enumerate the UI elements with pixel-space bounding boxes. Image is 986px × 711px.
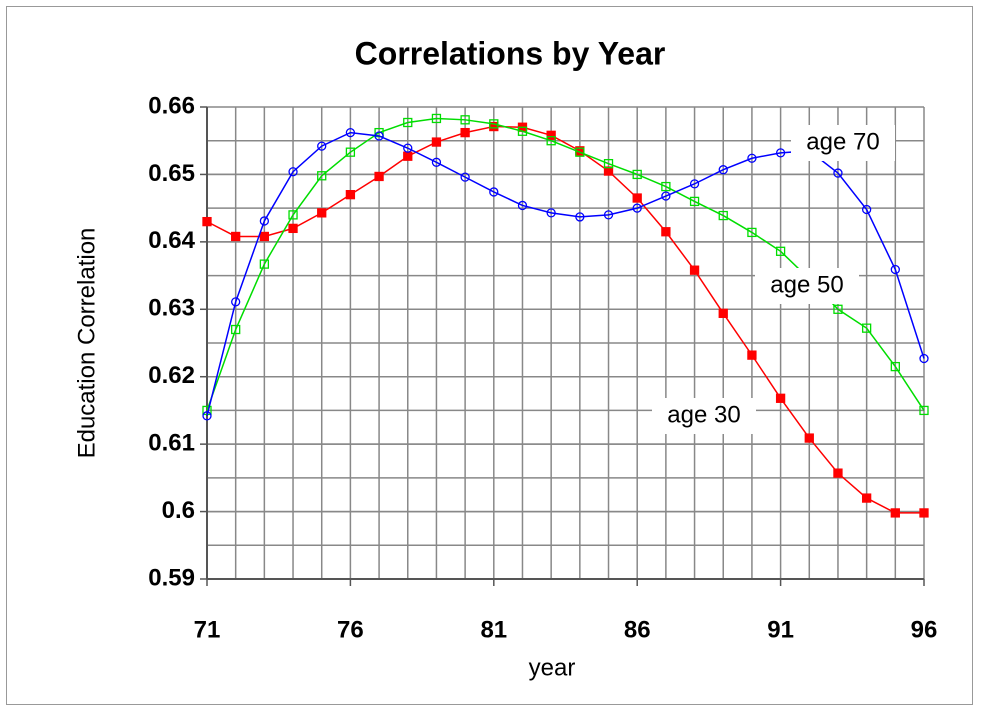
point <box>718 165 728 175</box>
label-background <box>755 268 859 304</box>
series-line <box>206 125 924 514</box>
x-tick-label: 71 <box>194 616 221 643</box>
point <box>345 127 356 138</box>
point <box>517 126 528 136</box>
point <box>747 227 757 238</box>
label-background <box>791 125 895 161</box>
point <box>689 265 700 275</box>
point <box>775 246 786 256</box>
point <box>833 468 843 478</box>
point <box>202 216 212 227</box>
point <box>689 196 700 207</box>
point <box>259 231 270 242</box>
point <box>288 167 298 177</box>
point <box>546 136 556 146</box>
y-axis-label: Education Correlation <box>73 228 100 459</box>
point <box>632 193 642 203</box>
point <box>403 151 413 161</box>
point <box>317 171 327 181</box>
point <box>231 231 241 242</box>
x-tick-label: 86 <box>624 616 651 643</box>
point <box>919 508 929 518</box>
point <box>747 350 757 360</box>
point <box>775 393 786 403</box>
y-tick-label: 0.63 <box>148 295 195 322</box>
point <box>775 148 786 158</box>
point <box>374 131 384 141</box>
label-background <box>652 398 756 434</box>
point <box>231 297 241 307</box>
point <box>517 200 528 211</box>
point <box>833 304 843 314</box>
x-axis-label: year <box>529 654 576 681</box>
point <box>431 113 442 124</box>
series-label: age 50 <box>770 271 843 298</box>
point <box>431 137 442 147</box>
point <box>288 210 298 220</box>
point <box>833 168 843 178</box>
series-label: age 30 <box>667 401 740 428</box>
point <box>890 361 900 372</box>
point <box>202 411 212 421</box>
chart-title: Correlations by Year <box>355 35 666 71</box>
point <box>661 181 671 192</box>
point <box>317 141 327 151</box>
point <box>603 210 614 220</box>
y-tick-label: 0.6 <box>162 497 195 524</box>
x-tick-label: 91 <box>767 616 794 643</box>
series-label: age 70 <box>806 128 879 155</box>
point <box>575 147 585 157</box>
point <box>747 153 757 163</box>
point <box>919 405 929 416</box>
y-tick-label: 0.62 <box>148 362 195 389</box>
point <box>460 172 470 182</box>
point <box>460 127 470 138</box>
x-tick-label: 76 <box>337 616 364 643</box>
point <box>919 353 929 364</box>
point <box>861 204 872 215</box>
point <box>890 508 900 518</box>
point <box>403 117 413 128</box>
point <box>288 223 298 234</box>
point <box>231 324 241 335</box>
point <box>546 130 556 140</box>
point <box>718 210 728 221</box>
point <box>632 169 642 180</box>
point <box>259 216 270 226</box>
point <box>374 171 384 182</box>
point <box>689 179 700 189</box>
point <box>489 119 499 129</box>
y-tick-label: 0.65 <box>148 160 195 187</box>
point <box>431 157 442 167</box>
point <box>861 493 872 503</box>
point <box>661 191 671 201</box>
point <box>345 190 356 200</box>
point <box>259 259 270 269</box>
x-tick-label: 81 <box>480 616 507 643</box>
x-tick-label: 96 <box>911 616 938 643</box>
point <box>890 264 900 275</box>
point <box>603 158 614 169</box>
y-tick-label: 0.66 <box>148 92 195 119</box>
point <box>804 433 814 443</box>
point <box>489 187 499 197</box>
point <box>345 147 356 157</box>
point <box>460 115 470 125</box>
point <box>317 208 327 218</box>
y-tick-label: 0.64 <box>148 227 195 254</box>
point <box>403 143 413 153</box>
y-tick-label: 0.61 <box>148 429 195 456</box>
y-tick-label: 0.59 <box>148 564 195 591</box>
point <box>661 227 671 237</box>
point <box>718 308 728 318</box>
point <box>861 323 872 333</box>
point <box>546 208 556 218</box>
point <box>575 212 585 222</box>
point <box>632 203 642 213</box>
